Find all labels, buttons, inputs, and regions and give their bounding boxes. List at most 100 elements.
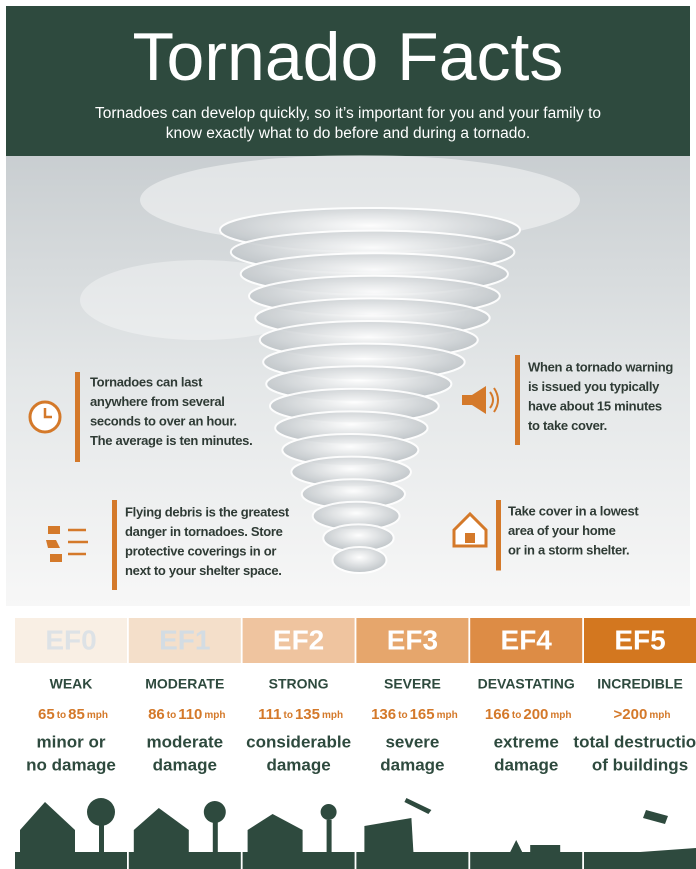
- flat: [584, 848, 696, 869]
- fact-text: Flying debris is the greatest: [125, 504, 290, 519]
- swirl: [333, 547, 387, 573]
- level-damage: minor or: [37, 732, 106, 751]
- level-damage: of buildings: [592, 755, 688, 774]
- speed-part: 86: [148, 706, 165, 723]
- speed-part: mph: [437, 710, 458, 721]
- damage-illustration: [15, 798, 127, 869]
- speed-part: 65: [38, 706, 55, 723]
- infographic: Tornado Facts Tornadoes can develop quic…: [0, 0, 696, 869]
- fact-text: is issued you typically: [528, 379, 660, 394]
- fact-text: next to your shelter space.: [125, 563, 282, 578]
- level-name: EF1: [159, 624, 210, 655]
- fact-text: When a tornado warning: [528, 359, 673, 374]
- level-name: EF2: [273, 624, 324, 655]
- speed-part: 136: [371, 706, 396, 723]
- fact-bar: [112, 500, 117, 590]
- title: Tornado Facts: [133, 19, 564, 95]
- fact-text: danger in tornadoes. Store: [125, 524, 283, 539]
- fact-text: area of your home: [508, 523, 616, 538]
- fact-icon: [30, 402, 60, 432]
- level-damage: considerable: [246, 732, 351, 751]
- level-speed: 65to85mph: [38, 706, 108, 723]
- speed-part: to: [167, 710, 176, 721]
- damage-illustration: [584, 810, 696, 869]
- tree: [204, 801, 226, 823]
- speed-part: 111: [258, 706, 281, 723]
- level-damage: damage: [266, 755, 330, 774]
- speed-part: mph: [649, 710, 670, 721]
- fact-text: or in a storm shelter.: [508, 542, 629, 557]
- damage-illustration: [470, 840, 582, 869]
- level-label: INCREDIBLE: [597, 676, 683, 692]
- fact-text: have about 15 minutes: [528, 398, 662, 413]
- speed-part: mph: [87, 710, 108, 721]
- fact-text: seconds to over an hour.: [90, 413, 237, 428]
- level-damage: severe: [385, 732, 439, 751]
- level-damage: moderate: [147, 732, 224, 751]
- page: Tornado Facts Tornadoes can develop quic…: [0, 0, 696, 869]
- fact-bar: [515, 355, 520, 445]
- speed-part: mph: [204, 710, 225, 721]
- speed-part: mph: [550, 710, 571, 721]
- fact-text: Tornadoes can last: [90, 374, 203, 389]
- subtitle: know exactly what to do before and durin…: [166, 125, 531, 142]
- tree: [321, 804, 337, 820]
- ruin: [475, 840, 570, 869]
- speed-part: 200: [523, 706, 548, 723]
- subtitle: Tornadoes can develop quickly, so it’s i…: [95, 105, 601, 122]
- car: [530, 845, 560, 853]
- speed-part: 85: [68, 706, 85, 723]
- fact-bar: [496, 500, 501, 571]
- fact-text: anywhere from several: [90, 394, 225, 409]
- level-damage: extreme: [494, 732, 559, 751]
- tree: [87, 798, 115, 826]
- fact-bar: [75, 372, 80, 462]
- speed-part: 135: [295, 706, 320, 723]
- fact-text: Take cover in a lowest: [508, 503, 639, 518]
- house: [20, 802, 75, 869]
- level-name: EF3: [387, 624, 438, 655]
- speed-part: mph: [322, 710, 343, 721]
- speed-part: 166: [485, 706, 510, 723]
- fact-text: protective coverings in or: [125, 543, 276, 558]
- house: [364, 818, 414, 869]
- damage-illustration: [356, 798, 468, 869]
- level-damage: total destruction: [573, 732, 696, 751]
- tree-trunk: [213, 820, 218, 869]
- tree-trunk: [99, 820, 104, 869]
- fact-text: The average is ten minutes.: [90, 433, 252, 448]
- debris: [404, 798, 431, 814]
- speed-part: to: [57, 710, 66, 721]
- speed-part: to: [398, 710, 407, 721]
- level-name: EF5: [614, 624, 665, 655]
- level-label: DEVASTATING: [478, 676, 575, 692]
- car: [643, 810, 668, 824]
- level-damage: damage: [153, 755, 217, 774]
- fact-text: to take cover.: [528, 418, 607, 433]
- icon-part: [465, 533, 475, 543]
- speed-part: 110: [178, 706, 202, 723]
- speed-part: 165: [410, 706, 435, 723]
- level-label: MODERATE: [145, 676, 224, 692]
- level-damage: damage: [380, 755, 444, 774]
- level-speed: >200mph: [614, 706, 671, 723]
- speed-part: to: [512, 710, 521, 721]
- level-damage: no damage: [26, 755, 116, 774]
- level-name: EF4: [501, 624, 553, 655]
- house: [248, 814, 303, 869]
- damage-illustration: [129, 801, 241, 869]
- level-label: WEAK: [50, 676, 93, 692]
- speed-part: to: [283, 710, 292, 721]
- house: [134, 808, 189, 869]
- tree-trunk: [327, 820, 332, 869]
- level-label: SEVERE: [384, 676, 441, 692]
- damage-illustration: [243, 804, 355, 869]
- level-label: STRONG: [269, 676, 329, 692]
- level-name: EF0: [45, 624, 96, 655]
- level-damage: damage: [494, 755, 558, 774]
- speed-part: >200: [614, 706, 648, 723]
